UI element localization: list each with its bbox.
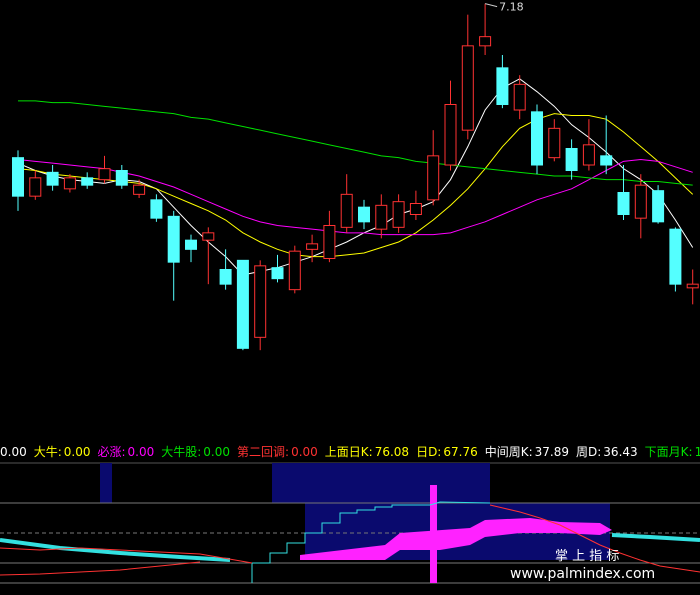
band-block [272, 463, 490, 503]
candle-body [306, 243, 319, 250]
candle-body [98, 168, 111, 181]
candle-body [219, 269, 232, 285]
moving-average [17, 78, 694, 276]
legend-value: 76.08 [374, 445, 410, 459]
candle-body [167, 215, 180, 263]
candle-body [12, 157, 24, 197]
candle-body [617, 192, 630, 215]
band-block [100, 463, 112, 503]
candle-body [254, 265, 267, 338]
indicator-line [0, 538, 231, 562]
candle-body [461, 45, 474, 131]
candle-body [444, 104, 457, 166]
legend-value: 37.89 [534, 445, 569, 459]
legend-item: 必涨: 0.00 [97, 445, 154, 459]
candle-body [115, 170, 128, 186]
candle-body [29, 177, 42, 197]
legend-label: 下面月K: [644, 445, 693, 459]
candle-body [358, 206, 370, 223]
legend-item: 下面月K:18.5 [645, 445, 700, 459]
moving-average [17, 113, 694, 258]
candle-body [600, 155, 613, 166]
legend-item: 第二回调: 0.00 [237, 445, 318, 459]
indicator-panel [0, 462, 700, 584]
candle-body [686, 283, 699, 289]
legend-value: 0.00 [291, 445, 318, 459]
legend-item: 日D: 67.76 [416, 445, 478, 459]
candle-body [479, 36, 492, 47]
candle-body [548, 127, 561, 159]
legend-value: 0.00 [63, 445, 91, 459]
signal-bar [430, 485, 437, 583]
legend-label: 中间周K: [484, 445, 533, 459]
candle-body [185, 239, 197, 250]
legend-value: 18.5 [694, 445, 700, 459]
indicator-steps [251, 501, 491, 583]
candle-body [427, 155, 440, 201]
legend-value: 0.00 [203, 445, 231, 459]
candle-body [634, 184, 647, 219]
candle-body [63, 177, 76, 190]
candle-body [565, 148, 578, 171]
candle-body [271, 267, 284, 280]
legend-label: 日D: [416, 445, 442, 459]
legend-label: 大牛股: [161, 445, 202, 459]
legend-label: 周D: [576, 445, 602, 459]
watermark-url: www.palmindex.com [510, 566, 655, 582]
legend-item: 大牛: 0.00 [34, 445, 91, 459]
legend-value: 0.00 [127, 445, 155, 459]
indicator-line [611, 533, 700, 542]
candle-body [150, 199, 163, 219]
candle-body [409, 203, 422, 215]
legend-value: 36.43 [603, 445, 638, 459]
candle-body [652, 190, 665, 223]
legend-label: 大牛: [33, 445, 62, 459]
max-label: 7.18 [499, 1, 523, 14]
legend-label: 必涨: [97, 445, 126, 459]
candle-body [582, 144, 595, 166]
legend-value: 67.76 [443, 445, 478, 459]
indicator-legend: 0.00 大牛: 0.00 必涨: 0.00 大牛股: 0.00 第二回调: 0.00 上面日K:… [0, 443, 700, 461]
moving-average [17, 158, 693, 236]
candle-body [46, 171, 59, 186]
legend-item: 中间周K: 37.89 [485, 445, 569, 459]
candle-body [323, 225, 336, 259]
candle-body [513, 83, 526, 111]
candle-body [669, 228, 682, 285]
candle-body [375, 204, 388, 230]
legend-item: 周D: 36.43 [576, 445, 638, 459]
indicator-steps [0, 504, 700, 573]
watermark-title: 掌 上 指 标 [555, 549, 619, 564]
legend-item: 大牛股: 0.00 [161, 445, 230, 459]
candle-body [288, 250, 301, 291]
moving-average [18, 100, 693, 186]
candle-body [81, 177, 94, 186]
candle-body [392, 201, 405, 228]
candle-body [340, 193, 353, 228]
candle-body [133, 184, 146, 195]
legend-label: 上面日K: [324, 445, 373, 459]
magenta-band [300, 518, 612, 560]
legend-item: 0.00 [0, 445, 27, 459]
candle-body [496, 67, 509, 106]
candle-body [202, 232, 215, 241]
max-pointer [484, 3, 498, 8]
indicator-line [0, 561, 201, 576]
candle-body [531, 111, 543, 166]
legend-item: 上面日K: 76.08 [325, 445, 409, 459]
legend-value: 0.00 [0, 445, 27, 459]
legend-label: 第二回调: [237, 445, 290, 459]
candle-body [236, 259, 249, 349]
